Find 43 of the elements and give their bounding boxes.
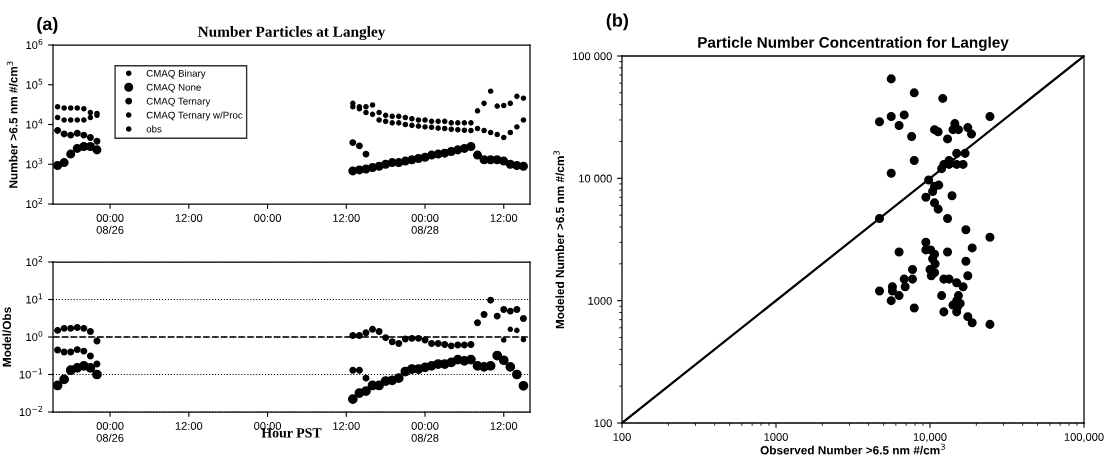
x-tick-label: 100,000 <box>1064 433 1104 443</box>
x-tick-label: 100 <box>613 433 631 441</box>
legend-label: obs <box>146 125 162 133</box>
chart-title: Number Particles at Langley <box>197 26 386 41</box>
y-tick-label: 10$^{3}$ <box>26 158 43 169</box>
y-tick-label: 10$^{4}$ <box>26 118 43 129</box>
text: (b) <box>606 13 628 31</box>
y-axis-title: Model/Obs <box>2 307 12 367</box>
y-tick-label: 10$^{−1}$ <box>19 368 43 379</box>
x-axis-title: Hour PST <box>261 428 322 438</box>
y-tick-label: 10$^{5}$ <box>26 78 43 89</box>
x-tick-label: 00:00 08/28 <box>411 422 439 442</box>
y-axis-title: Modeled Number >6.5 nm #/cm$^{3}$ <box>553 150 565 329</box>
y-tick-label: 10 000 <box>579 174 612 183</box>
x-axis-title: Observed Number >6.5 nm #/cm$^{3}$ <box>760 443 945 455</box>
chart-title: Particle Number Concentration for Langley <box>698 36 1009 51</box>
y-tick-label: 10$^{0}$ <box>26 330 43 342</box>
y-tick-label: 10$^{1}$ <box>26 293 43 304</box>
y-tick-label: 10$^{6}$ <box>26 38 43 50</box>
x-tick-label: 12:00 <box>175 214 203 222</box>
y-tick-label: 10$^{2}$ <box>26 255 43 267</box>
x-tick-label: 00:00 <box>254 214 282 222</box>
legend-label: CMAQ Ternary w/Proc <box>146 111 243 121</box>
x-tick-label: 00:00 08/26 <box>96 422 124 442</box>
text: (a) <box>37 17 58 34</box>
y-tick-label: 10$^{2}$ <box>26 197 43 209</box>
legend-label: CMAQ Ternary <box>146 97 211 107</box>
legend-label: CMAQ None <box>146 83 201 93</box>
x-tick-label: 12:00 <box>490 214 518 222</box>
legend-label: CMAQ Binary <box>146 69 206 79</box>
x-tick-label: 00:00 <box>254 422 282 430</box>
x-tick-label: 12:00 <box>490 422 518 430</box>
y-tick-label: 10$^{−2}$ <box>19 405 43 417</box>
x-tick-label: 12:00 <box>175 422 203 430</box>
x-tick-label: 12:00 <box>333 422 360 430</box>
x-tick-label: 10,000 <box>913 433 947 443</box>
y-tick-label: 1000 <box>588 296 612 305</box>
x-tick-label: 1000 <box>764 433 788 441</box>
x-tick-label: 00:00 08/26 <box>96 214 124 234</box>
x-tick-label: 00:00 08/28 <box>411 214 439 234</box>
y-tick-label: 100 000 <box>572 52 612 61</box>
y-axis-title: Number >6.5 nm #/cm$^{3}$ <box>6 61 18 188</box>
x-tick-label: 12:00 <box>333 214 360 222</box>
